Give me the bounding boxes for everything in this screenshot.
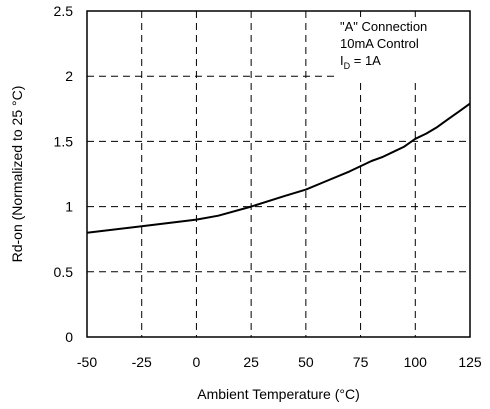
- annotation-line-3-rest: = 1A: [350, 53, 381, 68]
- annotation-box: [337, 17, 468, 79]
- y-axis-label: Rd-on (Normalized to 25 °C): [9, 86, 25, 263]
- x-axis-label: Ambient Temperature (°C): [197, 386, 360, 402]
- series-line: [86, 102, 471, 234]
- x-tick-label: -25: [132, 354, 152, 370]
- y-tick-label: 0.5: [54, 264, 74, 280]
- annotation: "A" Connection 10mA Control ID = 1A: [340, 19, 427, 71]
- annotation-line-1: "A" Connection: [340, 19, 427, 34]
- annotation-line-3: ID = 1A: [340, 53, 381, 71]
- annotation-line-3-sub: D: [344, 61, 351, 71]
- y-tick-label: 1.5: [54, 133, 74, 149]
- annotation-line-3-main: I: [340, 53, 344, 68]
- y-tick-label: 2: [65, 68, 73, 84]
- series-line-group: [86, 102, 471, 234]
- y-tick-label: 2.5: [54, 3, 74, 19]
- gridlines: [87, 11, 470, 337]
- y-tick-labels: 0 0.5 1 1.5 2 2.5: [54, 3, 74, 345]
- x-tick-label: 125: [458, 354, 482, 370]
- x-tick-label: 0: [193, 354, 201, 370]
- x-tick-labels: -50 -25 0 25 50 75 100 125: [77, 354, 482, 370]
- y-tick-label: 0: [65, 329, 73, 345]
- x-tick-label: 100: [404, 354, 428, 370]
- y-tick-label: 1: [65, 199, 73, 215]
- x-tick-label: 50: [298, 354, 314, 370]
- annotation-line-2: 10mA Control: [340, 36, 419, 51]
- plot-frame: [86, 10, 471, 338]
- x-tick-label: 25: [243, 354, 259, 370]
- x-tick-label: -50: [77, 354, 97, 370]
- x-tick-label: 75: [353, 354, 369, 370]
